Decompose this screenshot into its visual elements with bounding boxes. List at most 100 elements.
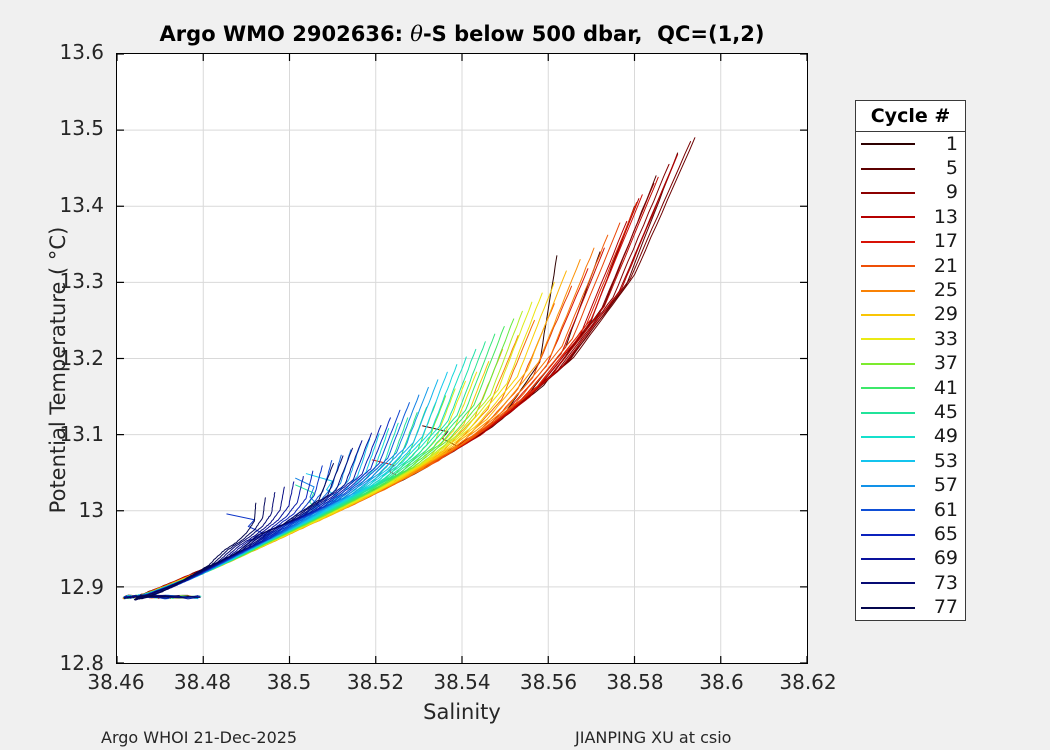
data-series-line [124, 450, 350, 598]
data-series-line [141, 256, 557, 597]
y-axis-label: Potential Temperature ( °C) [46, 226, 70, 514]
legend-item[interactable]: 53 [856, 449, 965, 473]
legend-color-swatch [861, 411, 915, 414]
y-tick-label: 13.1 [59, 421, 104, 446]
legend-item[interactable]: 41 [856, 376, 965, 400]
legend-item-label: 9 [945, 181, 958, 204]
legend-item-label: 25 [933, 279, 958, 302]
data-series-line [139, 336, 518, 598]
legend-item-label: 49 [933, 425, 958, 448]
data-series-line [141, 349, 476, 596]
data-series-line [123, 349, 502, 598]
data-series-line [139, 142, 690, 597]
data-series-line [141, 177, 658, 597]
legend-item-label: 53 [933, 449, 958, 472]
legend-item[interactable]: 25 [856, 278, 965, 302]
data-series-line [125, 248, 605, 598]
legend-item-label: 69 [933, 547, 958, 570]
y-tick-label: 13.4 [59, 192, 104, 217]
data-series-line [139, 456, 342, 599]
legend-item[interactable]: 57 [856, 474, 965, 498]
y-tick-label: 13.6 [59, 40, 104, 64]
data-series-line [139, 362, 489, 598]
legend-item[interactable]: 21 [856, 254, 965, 278]
data-series-line [140, 418, 390, 598]
legend-item-label: 13 [933, 205, 958, 228]
legend-item[interactable]: 77 [856, 596, 965, 620]
footer-left-text: Argo WHOI 21-Dec-2025 [101, 728, 298, 747]
legend-item-label: 41 [933, 376, 958, 399]
data-series-line [138, 464, 333, 599]
x-tick-label: 38.52 [346, 670, 405, 694]
data-series-line [139, 269, 588, 598]
x-tick-label: 38.46 [87, 670, 145, 694]
legend-item-label: 73 [933, 571, 958, 594]
y-tick-label: 13.2 [59, 345, 104, 370]
data-series-line [125, 357, 467, 598]
legend-item[interactable]: 13 [856, 205, 965, 229]
legend-item[interactable]: 69 [856, 547, 965, 571]
data-series-line [140, 342, 485, 599]
legend-item[interactable]: 65 [856, 522, 965, 546]
x-tick-label: 38.58 [606, 670, 664, 694]
data-series-line [127, 138, 695, 597]
legend-item[interactable]: 1 [856, 132, 965, 156]
x-tick-label: 38.62 [779, 670, 837, 694]
data-series-line [140, 433, 371, 597]
legend-item[interactable]: 9 [856, 181, 965, 205]
data-series-line [128, 403, 410, 598]
legend-item[interactable]: 45 [856, 400, 965, 424]
legend-color-swatch [861, 240, 915, 243]
legend-color-swatch [861, 143, 915, 146]
legend: Cycle # 1 5 9 13 17 21 25 29 33 37 41 45 49 53 57 61 65 6… [855, 100, 966, 621]
y-tick-label: 13 [78, 498, 104, 523]
legend-color-swatch [861, 484, 915, 487]
legend-entries: 1 5 9 13 17 21 25 29 33 37 41 45 49 53 57 61 65 69 73 77 [856, 132, 965, 620]
legend-color-swatch [861, 557, 915, 560]
y-tick-label: 12.8 [59, 651, 104, 675]
data-series-line [138, 389, 455, 598]
legend-item[interactable]: 37 [856, 352, 965, 376]
legend-color-swatch [861, 582, 915, 585]
legend-item[interactable]: 5 [856, 156, 965, 180]
data-series-line [127, 202, 637, 596]
legend-item-label: 5 [945, 157, 958, 180]
legend-item-label: 77 [933, 596, 958, 619]
legend-item[interactable]: 17 [856, 230, 965, 254]
y-tick-label: 13.3 [59, 269, 104, 294]
data-series-line [134, 503, 255, 600]
data-series-line [138, 320, 534, 598]
grid-layer [117, 54, 807, 663]
legend-item-label: 17 [933, 230, 958, 253]
data-series-line [139, 429, 388, 598]
legend-item-label: 1 [945, 132, 958, 155]
data-series-line [126, 183, 654, 597]
legend-item[interactable]: 73 [856, 571, 965, 595]
legend-item-label: 65 [933, 523, 958, 546]
legend-item-label: 21 [933, 254, 958, 277]
legend-item[interactable]: 29 [856, 303, 965, 327]
data-series-line [140, 327, 504, 598]
legend-title: Cycle # [856, 101, 965, 132]
data-series-line [138, 455, 341, 599]
legend-item-label: 33 [933, 327, 958, 350]
data-series-line [126, 418, 408, 598]
legend-item[interactable]: 61 [856, 498, 965, 522]
data-series-line [140, 271, 567, 598]
page-title: Argo WMO 2902636: θ-S below 500 dbar, QC… [159, 22, 765, 46]
data-series-line [126, 248, 593, 598]
legend-color-swatch [861, 265, 915, 268]
data-series-line [141, 302, 531, 597]
data-series-line [141, 293, 542, 597]
data-series-line [138, 286, 571, 598]
legend-item[interactable]: 49 [856, 425, 965, 449]
data-series-line [126, 311, 522, 598]
legend-color-swatch [861, 313, 915, 316]
data-series-line [141, 223, 620, 598]
x-tick-label: 38.56 [519, 670, 578, 694]
x-tick-label: 38.54 [433, 670, 491, 694]
legend-item[interactable]: 33 [856, 327, 965, 351]
data-series-line [141, 260, 580, 597]
footer-right-text: JIANPING XU at csio [575, 728, 732, 747]
